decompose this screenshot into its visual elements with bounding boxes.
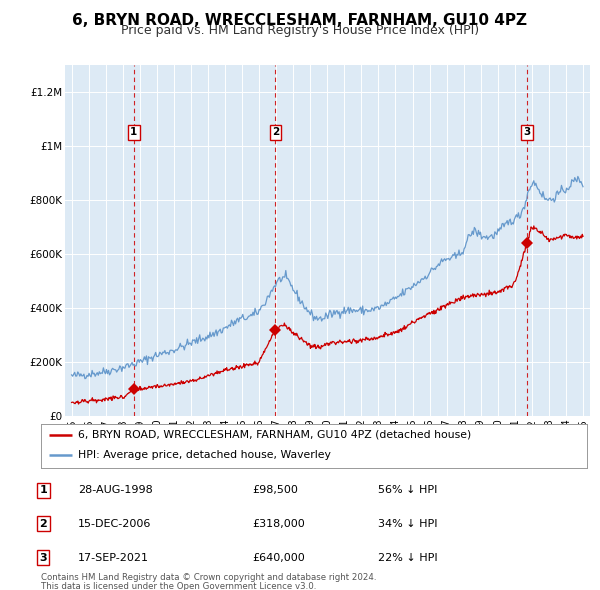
Text: £640,000: £640,000 <box>252 553 305 562</box>
Text: £98,500: £98,500 <box>252 486 298 495</box>
Text: 34% ↓ HPI: 34% ↓ HPI <box>378 519 437 529</box>
Text: 3: 3 <box>40 553 47 562</box>
Text: 15-DEC-2006: 15-DEC-2006 <box>78 519 151 529</box>
Text: 1: 1 <box>40 486 47 495</box>
Text: HPI: Average price, detached house, Waverley: HPI: Average price, detached house, Wave… <box>78 451 331 460</box>
Text: 56% ↓ HPI: 56% ↓ HPI <box>378 486 437 495</box>
Text: Price paid vs. HM Land Registry's House Price Index (HPI): Price paid vs. HM Land Registry's House … <box>121 24 479 37</box>
Text: 6, BRYN ROAD, WRECCLESHAM, FARNHAM, GU10 4PZ (detached house): 6, BRYN ROAD, WRECCLESHAM, FARNHAM, GU10… <box>78 430 471 440</box>
Text: 2: 2 <box>40 519 47 529</box>
Text: 2: 2 <box>272 127 279 137</box>
Text: £318,000: £318,000 <box>252 519 305 529</box>
Text: 22% ↓ HPI: 22% ↓ HPI <box>378 553 437 562</box>
Text: 3: 3 <box>523 127 530 137</box>
Text: 17-SEP-2021: 17-SEP-2021 <box>78 553 149 562</box>
Text: 6, BRYN ROAD, WRECCLESHAM, FARNHAM, GU10 4PZ: 6, BRYN ROAD, WRECCLESHAM, FARNHAM, GU10… <box>73 13 527 28</box>
Text: 1: 1 <box>130 127 137 137</box>
Text: This data is licensed under the Open Government Licence v3.0.: This data is licensed under the Open Gov… <box>41 582 316 590</box>
Text: 28-AUG-1998: 28-AUG-1998 <box>78 486 153 495</box>
Text: Contains HM Land Registry data © Crown copyright and database right 2024.: Contains HM Land Registry data © Crown c… <box>41 573 376 582</box>
